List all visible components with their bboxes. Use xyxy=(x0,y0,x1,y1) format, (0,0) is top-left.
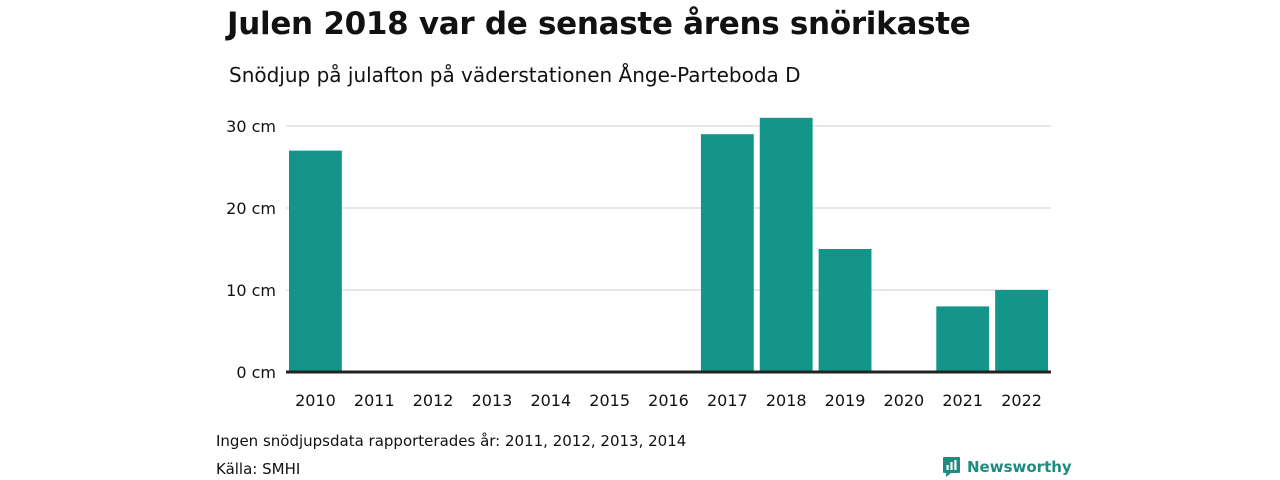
newsworthy-logo-icon xyxy=(943,457,960,477)
x-tick-label: 2011 xyxy=(354,391,395,410)
x-tick-label: 2022 xyxy=(1001,391,1042,410)
bar-2021 xyxy=(936,306,990,372)
newsworthy-logo-text: Newsworthy xyxy=(967,458,1072,476)
axes: 0 cm 10 cm 20 cm 30 cm 2010 2011 2012 2013 2014 2… xyxy=(226,117,1051,410)
bar-2018 xyxy=(759,117,813,372)
bar-2017 xyxy=(700,134,754,372)
x-tick-label: 2017 xyxy=(707,391,748,410)
chart-subtitle: Snödjup på julafton på väderstationen Ån… xyxy=(229,63,801,87)
x-tick-label: 2018 xyxy=(766,391,807,410)
y-tick-label: 30 cm xyxy=(226,117,276,136)
bars xyxy=(289,117,1048,372)
x-tick-label: 2012 xyxy=(413,391,454,410)
x-tick-label: 2014 xyxy=(530,391,571,410)
bar-2019 xyxy=(818,249,872,372)
x-tick-label: 2019 xyxy=(825,391,866,410)
y-tick-label: 10 cm xyxy=(226,281,276,300)
bar-2010 xyxy=(289,150,342,372)
gridlines xyxy=(286,125,1051,291)
y-tick-label: 20 cm xyxy=(226,199,276,218)
y-tick-label: 0 cm xyxy=(236,363,276,382)
x-tick-label: 2020 xyxy=(884,391,925,410)
source-note: Källa: SMHI xyxy=(216,460,301,478)
x-tick-label: 2015 xyxy=(589,391,630,410)
x-tick-label: 2021 xyxy=(942,391,983,410)
newsworthy-logo[interactable]: Newsworthy xyxy=(942,456,1072,478)
x-tick-label: 2013 xyxy=(472,391,513,410)
x-tick-label: 2016 xyxy=(648,391,689,410)
footnote: Ingen snödjupsdata rapporterades år: 201… xyxy=(216,432,687,450)
x-tick-label: 2010 xyxy=(295,391,336,410)
bar-2022 xyxy=(995,290,1048,372)
chart-title: Julen 2018 var de senaste årens snörikas… xyxy=(227,6,971,42)
